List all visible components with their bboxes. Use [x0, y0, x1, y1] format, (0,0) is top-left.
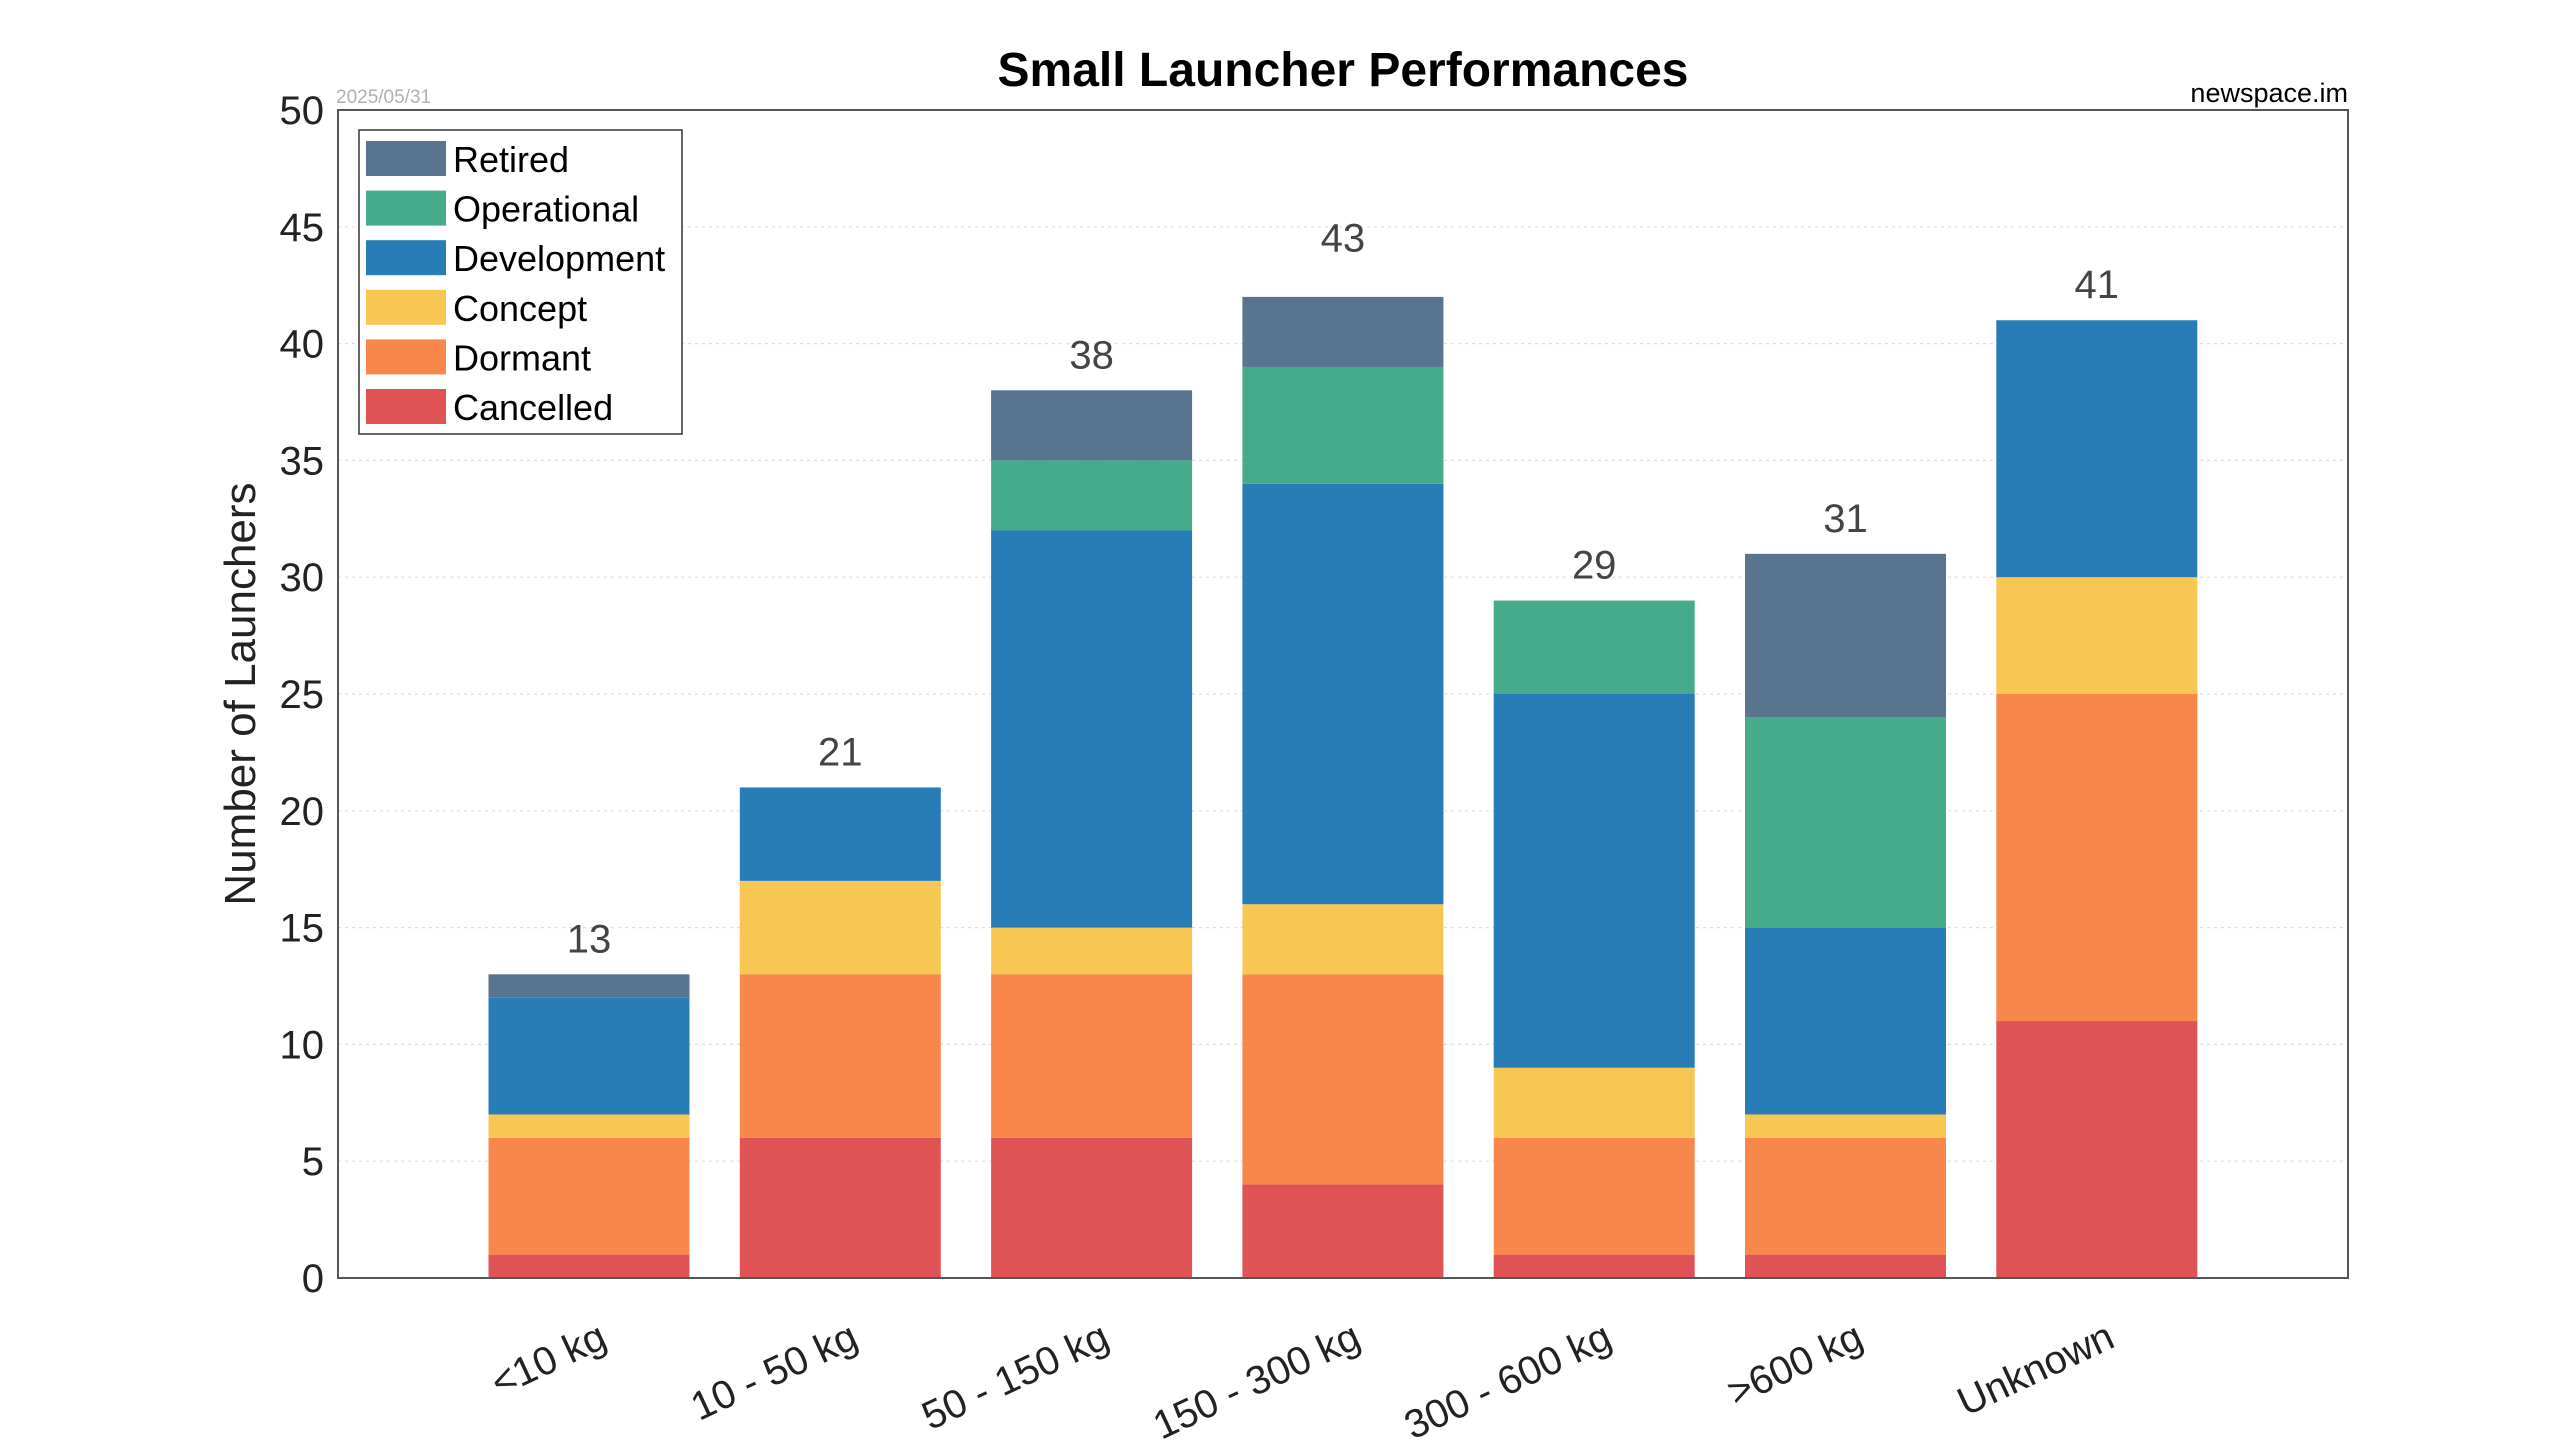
- bar-segment-dormant: [1996, 694, 2198, 1022]
- total-label: 31: [1823, 497, 1868, 541]
- legend-swatch-retired: [366, 141, 446, 176]
- legend-label-operational: Operational: [453, 189, 639, 230]
- bar-segment-development: [1996, 320, 2198, 578]
- legend-swatch-development: [366, 240, 446, 276]
- x-axis-ticks: <10 kg 10 - 50 kg 50 - 150 kg 150 - 300 kg 3…: [484, 1314, 2121, 1445]
- y-tick-label: 30: [280, 556, 325, 600]
- bar-segment-retired: [1745, 553, 1946, 718]
- y-tick-label: 15: [280, 907, 325, 951]
- bar-segment-cancelled: [739, 1137, 941, 1278]
- plot-frame: [337, 109, 2349, 1279]
- y-tick-label: 0: [302, 1257, 324, 1301]
- bar-segment-development: [991, 530, 1193, 928]
- bar-segment-operational: [1493, 600, 1695, 694]
- legend-swatch-concept: [366, 289, 446, 325]
- bar-segment-development: [1242, 483, 1444, 905]
- x-tick-label: >600 kg: [1721, 1314, 1870, 1415]
- bar-segment-retired: [488, 974, 690, 998]
- y-tick-label: 10: [280, 1023, 325, 1067]
- legend-label-concept: Concept: [453, 288, 587, 329]
- x-tick-label: 150 - 300 kg: [1147, 1314, 1367, 1440]
- bar-segment-cancelled: [1493, 1254, 1695, 1278]
- legend-swatch-cancelled: [366, 389, 446, 424]
- legend-items: Retired Operational Development Concept Dorm…: [366, 139, 665, 428]
- bar-segment-concept: [739, 880, 941, 975]
- x-tick-label: Unknown: [1951, 1314, 2121, 1424]
- bar-segment-cancelled: [1745, 1254, 1946, 1278]
- x-tick-label: 50 - 150 kg: [915, 1314, 1115, 1438]
- legend-label-retired: Retired: [453, 139, 569, 180]
- bar-segment-dormant: [739, 974, 941, 1138]
- y-tick-label: 5: [302, 1140, 324, 1184]
- bar-segment-dormant: [1745, 1137, 1946, 1255]
- bar-segment-development: [1493, 694, 1695, 1068]
- y-axis-ticks: 0 5 10 15 20 25 30 35 40 45 50: [280, 89, 325, 1301]
- bar-segment-concept: [991, 927, 1193, 975]
- bar-segment-development: [739, 787, 941, 881]
- legend-swatch-operational: [366, 190, 446, 226]
- legend-label-development: Development: [453, 238, 665, 279]
- legend-label-dormant: Dormant: [453, 337, 591, 378]
- bar-segment-concept: [1493, 1067, 1695, 1138]
- date-stamp: 2025/05/31: [336, 87, 431, 108]
- bar-segment-cancelled: [1242, 1184, 1444, 1278]
- y-tick-label: 20: [280, 790, 325, 834]
- total-label: 41: [2075, 263, 2120, 307]
- bar-segment-retired: [991, 390, 1193, 461]
- y-tick-label: 50: [280, 89, 325, 133]
- total-label: 29: [1572, 544, 1617, 588]
- bar-segment-dormant: [1493, 1137, 1695, 1255]
- y-tick-label: 35: [280, 439, 325, 483]
- bar-segment-operational: [1242, 366, 1444, 484]
- bar-segment-development: [1745, 927, 1946, 1115]
- total-label: 38: [1069, 333, 1114, 377]
- legend-box: [358, 129, 683, 435]
- x-tick-label: 300 - 600 kg: [1398, 1314, 1618, 1440]
- bar-segment-concept: [1745, 1114, 1946, 1138]
- y-tick-label: 40: [280, 323, 325, 367]
- bar-segment-operational: [1745, 717, 1946, 928]
- bar-segment-operational: [991, 460, 1193, 531]
- legend-swatch-dormant: [366, 339, 446, 375]
- x-tick-label: <10 kg: [484, 1314, 612, 1405]
- source-label: newspace.im: [2190, 78, 2348, 108]
- legend: Retired Operational Development Concept Dorm…: [358, 129, 683, 435]
- total-label: 21: [818, 730, 863, 774]
- bar-segment-dormant: [991, 974, 1193, 1138]
- x-tick-label: 10 - 50 kg: [684, 1314, 864, 1429]
- total-label: 13: [567, 917, 612, 961]
- bar-segment-dormant: [1242, 974, 1444, 1185]
- y-tick-label: 45: [280, 206, 325, 250]
- bar-segment-cancelled: [1996, 1021, 2198, 1278]
- bars: [488, 296, 2198, 1278]
- bar-segment-dormant: [488, 1137, 690, 1255]
- legend-label-cancelled: Cancelled: [453, 387, 613, 428]
- bar-segment-concept: [488, 1114, 690, 1138]
- chart-title: Small Launcher Performances: [998, 44, 1689, 97]
- bar-segment-development: [488, 997, 690, 1115]
- bar-segment-concept: [1996, 577, 2198, 694]
- y-tick-label: 25: [280, 673, 325, 717]
- bar-segment-retired: [1242, 296, 1444, 367]
- bar-segment-cancelled: [488, 1254, 690, 1278]
- bar-segment-concept: [1242, 904, 1444, 975]
- bar-segment-cancelled: [991, 1137, 1193, 1278]
- total-label: 43: [1321, 217, 1366, 261]
- total-labels: 13 21 38 43 29 31 41: [567, 217, 2119, 962]
- y-axis-label: Number of Launchers: [216, 482, 265, 905]
